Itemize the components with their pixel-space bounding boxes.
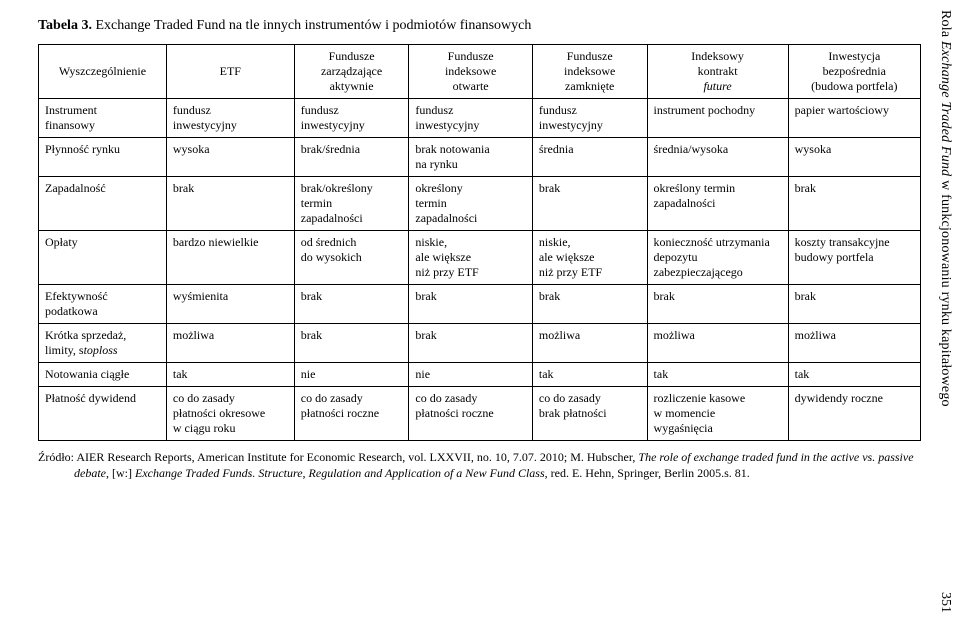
table-row: Notowania ciągłe tak nie nie tak tak tak (39, 363, 921, 387)
col-header: Funduszezarządzająceaktywnie (294, 45, 409, 99)
col-header: Indeksowykontrakt future (647, 45, 788, 99)
table-row: Efektywnośćpodatkowa wyśmienita brak bra… (39, 285, 921, 324)
col-header: Funduszeindeksowezamknięte (532, 45, 647, 99)
col-header: Inwestycjabezpośrednia(budowa portfela) (788, 45, 920, 99)
cell: niskie,ale większeniż przy ETF (532, 231, 647, 285)
cell-italic: toploss (84, 343, 118, 357)
cell: Instrumentfinansowy (39, 99, 167, 138)
cell: tak (788, 363, 920, 387)
cell: rozliczenie kasowew momenciewygaśnięcia (647, 387, 788, 441)
side-title: Rola Exchange Traded Fund w funkcjonowan… (933, 10, 953, 570)
cell: wysoka (166, 138, 294, 177)
cell: funduszinwestycyjny (166, 99, 294, 138)
cell: brak (294, 324, 409, 363)
comparison-table: Wyszczególnienie ETF Funduszezarządzając… (38, 44, 921, 441)
cell: średnia/wysoka (647, 138, 788, 177)
side-title-italic: Exchange Traded Fund (938, 41, 953, 176)
cell: brak (166, 177, 294, 231)
cell: nie (409, 363, 532, 387)
cell: co do zasadybrak płatności (532, 387, 647, 441)
cell: funduszinwestycyjny (409, 99, 532, 138)
cell: papier wartościowy (788, 99, 920, 138)
page-number: 351 (937, 592, 953, 613)
cell: nie (294, 363, 409, 387)
cell: wysoka (788, 138, 920, 177)
cell: Notowania ciągłe (39, 363, 167, 387)
cell: średnia (532, 138, 647, 177)
cell: funduszinwestycyjny (532, 99, 647, 138)
table-row: Zapadalność brak brak/określonyterminzap… (39, 177, 921, 231)
cell: możliwa (532, 324, 647, 363)
table-row: Instrumentfinansowy funduszinwestycyjny … (39, 99, 921, 138)
cell: tak (647, 363, 788, 387)
cell: brak (788, 177, 920, 231)
cell: możliwa (166, 324, 294, 363)
cell: brak (294, 285, 409, 324)
cell: od średnichdo wysokich (294, 231, 409, 285)
cell: możliwa (647, 324, 788, 363)
cell: brak (409, 324, 532, 363)
cell: instrument pochodny (647, 99, 788, 138)
cell: brak (788, 285, 920, 324)
cell: brak (647, 285, 788, 324)
col-header-italic: future (703, 79, 731, 93)
cell: brak/określonyterminzapadalności (294, 177, 409, 231)
cell: Krótka sprzedaż,limity, stoploss (39, 324, 167, 363)
cell: brak notowaniana rynku (409, 138, 532, 177)
cell: funduszinwestycyjny (294, 99, 409, 138)
col-header: ETF (166, 45, 294, 99)
cell: Płynność rynku (39, 138, 167, 177)
side-title-post: w funkcjonowaniu rynku kapitałowego (938, 176, 953, 406)
table-caption: Tabela 3. Exchange Traded Fund na tle in… (38, 18, 921, 34)
cell: Zapadalność (39, 177, 167, 231)
cell: Opłaty (39, 231, 167, 285)
cell: możliwa (788, 324, 920, 363)
cell: tak (532, 363, 647, 387)
cell: Efektywnośćpodatkowa (39, 285, 167, 324)
table-row: Płatność dywidend co do zasadypłatności … (39, 387, 921, 441)
cell: koszty transakcyjnebudowy portfela (788, 231, 920, 285)
cell: brak/średnia (294, 138, 409, 177)
side-title-pre: Rola (938, 10, 953, 41)
cell: co do zasadypłatności roczne (409, 387, 532, 441)
cell: brak (532, 177, 647, 231)
cell: konieczność utrzymaniadepozytuzabezpiecz… (647, 231, 788, 285)
col-header-text: Indeksowykontrakt (691, 49, 744, 78)
col-header: Wyszczególnienie (39, 45, 167, 99)
cell: co do zasadypłatności roczne (294, 387, 409, 441)
cell: tak (166, 363, 294, 387)
cell: brak (532, 285, 647, 324)
caption-rest: Exchange Traded Fund na tle innych instr… (92, 18, 531, 33)
cell: niskie,ale większeniż przy ETF (409, 231, 532, 285)
source-t3: , red. E. Hehn, Springer, Berlin 2005.s.… (545, 466, 750, 480)
table-row: Płynność rynku wysoka brak/średnia brak … (39, 138, 921, 177)
source-t1: Źródło: AIER Research Reports, American … (38, 450, 638, 464)
page: Rola Exchange Traded Fund w funkcjonowan… (0, 0, 959, 621)
cell: co do zasadypłatności okresowew ciągu ro… (166, 387, 294, 441)
table-header-row: Wyszczególnienie ETF Funduszezarządzając… (39, 45, 921, 99)
source-note: Źródło: AIER Research Reports, American … (38, 449, 921, 481)
caption-bold: Tabela 3. (38, 18, 92, 33)
table-row: Krótka sprzedaż,limity, stoploss możliwa… (39, 324, 921, 363)
cell: Płatność dywidend (39, 387, 167, 441)
cell: określony terminzapadalności (647, 177, 788, 231)
cell: wyśmienita (166, 285, 294, 324)
table-row: Opłaty bardzo niewielkie od średnichdo w… (39, 231, 921, 285)
cell: dywidendy roczne (788, 387, 920, 441)
source-t2: , [w:] (106, 466, 135, 480)
source-i2: Exchange Traded Funds. Structure, Regula… (135, 466, 545, 480)
cell: bardzo niewielkie (166, 231, 294, 285)
col-header: Funduszeindeksoweotwarte (409, 45, 532, 99)
cell: brak (409, 285, 532, 324)
cell: określonyterminzapadalności (409, 177, 532, 231)
